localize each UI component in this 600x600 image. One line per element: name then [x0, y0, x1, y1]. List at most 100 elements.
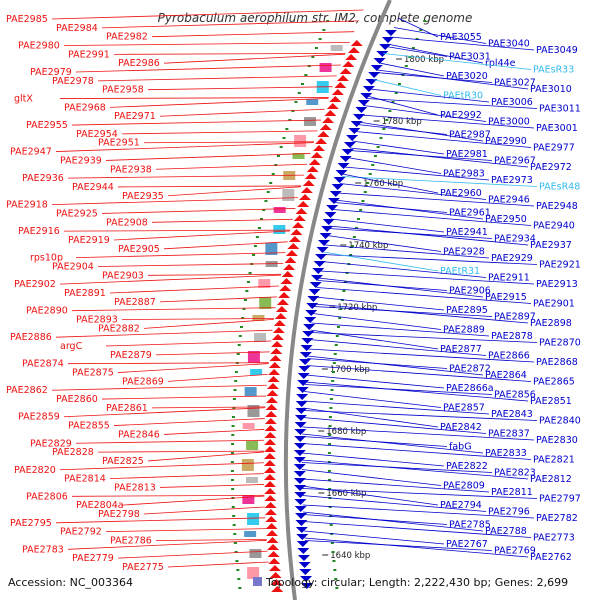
gene-arrow-right	[293, 464, 306, 470]
gene-arrow-right	[299, 569, 312, 575]
gene-label-left: PAE2978	[52, 76, 94, 87]
track-dot	[368, 173, 372, 175]
track-dot	[385, 119, 389, 121]
track-dot	[257, 227, 261, 229]
gene-arrow-right	[376, 51, 389, 57]
left-label-line	[67, 539, 267, 550]
track-dot	[311, 56, 315, 58]
track-dot	[297, 92, 301, 94]
right-label-line	[333, 209, 532, 226]
gene-label-left: PAE2846	[118, 429, 160, 440]
right-label-line	[302, 488, 538, 499]
gene-arrow-left	[271, 586, 284, 592]
track-dot	[232, 524, 236, 526]
gene-arrow-left	[288, 236, 301, 242]
left-label-line	[113, 52, 346, 55]
gene-label-left: PAE2798	[98, 509, 140, 520]
gene-label-right: PAE2797	[539, 494, 581, 505]
gene-label-right: PAE2809	[443, 481, 485, 492]
left-label-line	[97, 450, 264, 453]
gene-label-left: PAE2783	[22, 544, 64, 555]
gene-label-left: PAE2829	[30, 438, 72, 449]
gene-arrow-right	[329, 191, 342, 197]
track-dot	[352, 236, 356, 238]
gene-label-right: PAE2906	[449, 286, 491, 297]
gene-arrow-left	[265, 404, 278, 410]
track-dot	[327, 479, 331, 481]
feature-box	[242, 423, 255, 429]
gene-label-left: PAE2891	[64, 288, 106, 299]
track-dot	[300, 83, 304, 85]
gene-label-right: PAE2866a	[446, 383, 494, 394]
gene-label-right: PAE3027	[494, 78, 536, 89]
accession-text: Accession: NC_003364	[8, 576, 133, 589]
track-dot	[331, 371, 335, 373]
gene-arrow-left	[324, 110, 337, 116]
feature-box	[319, 63, 332, 72]
gene-label-left: PAE2986	[118, 58, 160, 69]
right-label-line	[312, 313, 442, 330]
gene-label-left: PAE2902	[14, 279, 56, 290]
gene-arrow-right	[368, 72, 381, 78]
gene-label-left: PAE2905	[118, 244, 160, 255]
gene-label-right: PAE2821	[533, 455, 575, 466]
left-label-line	[117, 185, 302, 188]
gene-label-right: PAE3040	[488, 39, 530, 50]
track-dot	[332, 362, 336, 364]
kbp-tick-label: 1660 kbp	[326, 489, 366, 499]
gene-arrow-left	[263, 453, 276, 459]
right-label-line	[360, 114, 535, 129]
gene-arrow-left	[269, 355, 282, 361]
gene-arrow-left	[315, 138, 328, 144]
gene-label-left: PAE2775	[122, 562, 164, 573]
gene-arrow-right	[348, 128, 361, 134]
gene-label-right: PAE2897	[494, 312, 536, 323]
gene-label-left: PAE2944	[72, 182, 114, 193]
feature-box	[252, 315, 265, 321]
gene-arrow-right	[313, 261, 326, 267]
gene-label-right: PAE2972	[530, 162, 572, 173]
gene-arrow-left	[300, 187, 313, 193]
right-label-line	[301, 459, 529, 480]
track-dot	[359, 209, 363, 211]
gene-label-left: argC	[60, 341, 83, 352]
right-label-line	[367, 95, 439, 116]
right-label-line	[301, 478, 490, 493]
gene-arrow-right	[319, 233, 332, 239]
gene-label-left: PAE2919	[68, 235, 110, 246]
gene-label-left: PAE2971	[114, 111, 156, 122]
left-label-line	[167, 186, 301, 197]
left-label-line	[55, 329, 273, 338]
gene-arrow-right	[382, 37, 395, 43]
feature-box	[294, 135, 307, 147]
gene-arrow-left	[268, 369, 281, 375]
track-dot	[331, 551, 335, 553]
gene-label-left: PAE2939	[60, 155, 102, 166]
right-label-line	[322, 254, 538, 265]
gene-arrow-right	[294, 443, 307, 449]
right-label-line	[305, 381, 529, 402]
track-dot	[334, 344, 338, 346]
gene-label-right: PAE2992	[440, 110, 482, 121]
gene-arrow-right	[327, 198, 340, 204]
gene-label-right: PAE3011	[539, 104, 581, 115]
right-label-line	[302, 511, 484, 532]
gene-arrow-right	[379, 44, 392, 50]
left-label-line	[101, 208, 296, 214]
track-dot	[329, 515, 333, 517]
genome-backbone	[283, 0, 392, 600]
left-label-line	[163, 53, 346, 64]
gene-arrow-left	[265, 397, 278, 403]
gene-arrow-right	[315, 254, 328, 260]
left-label-line	[143, 318, 274, 329]
gene-label-left: PAE2904	[52, 261, 94, 272]
gene-arrow-right	[294, 485, 307, 491]
left-label-line	[59, 462, 264, 471]
gene-label-right: PAE2950	[485, 214, 527, 225]
gene-arrow-left	[264, 439, 277, 445]
gene-label-right: PAE2769	[494, 546, 536, 557]
track-dot	[271, 173, 275, 175]
gene-arrow-left	[266, 530, 279, 536]
gene-label-left: PAE2869	[122, 376, 164, 387]
left-label-line	[109, 97, 329, 108]
